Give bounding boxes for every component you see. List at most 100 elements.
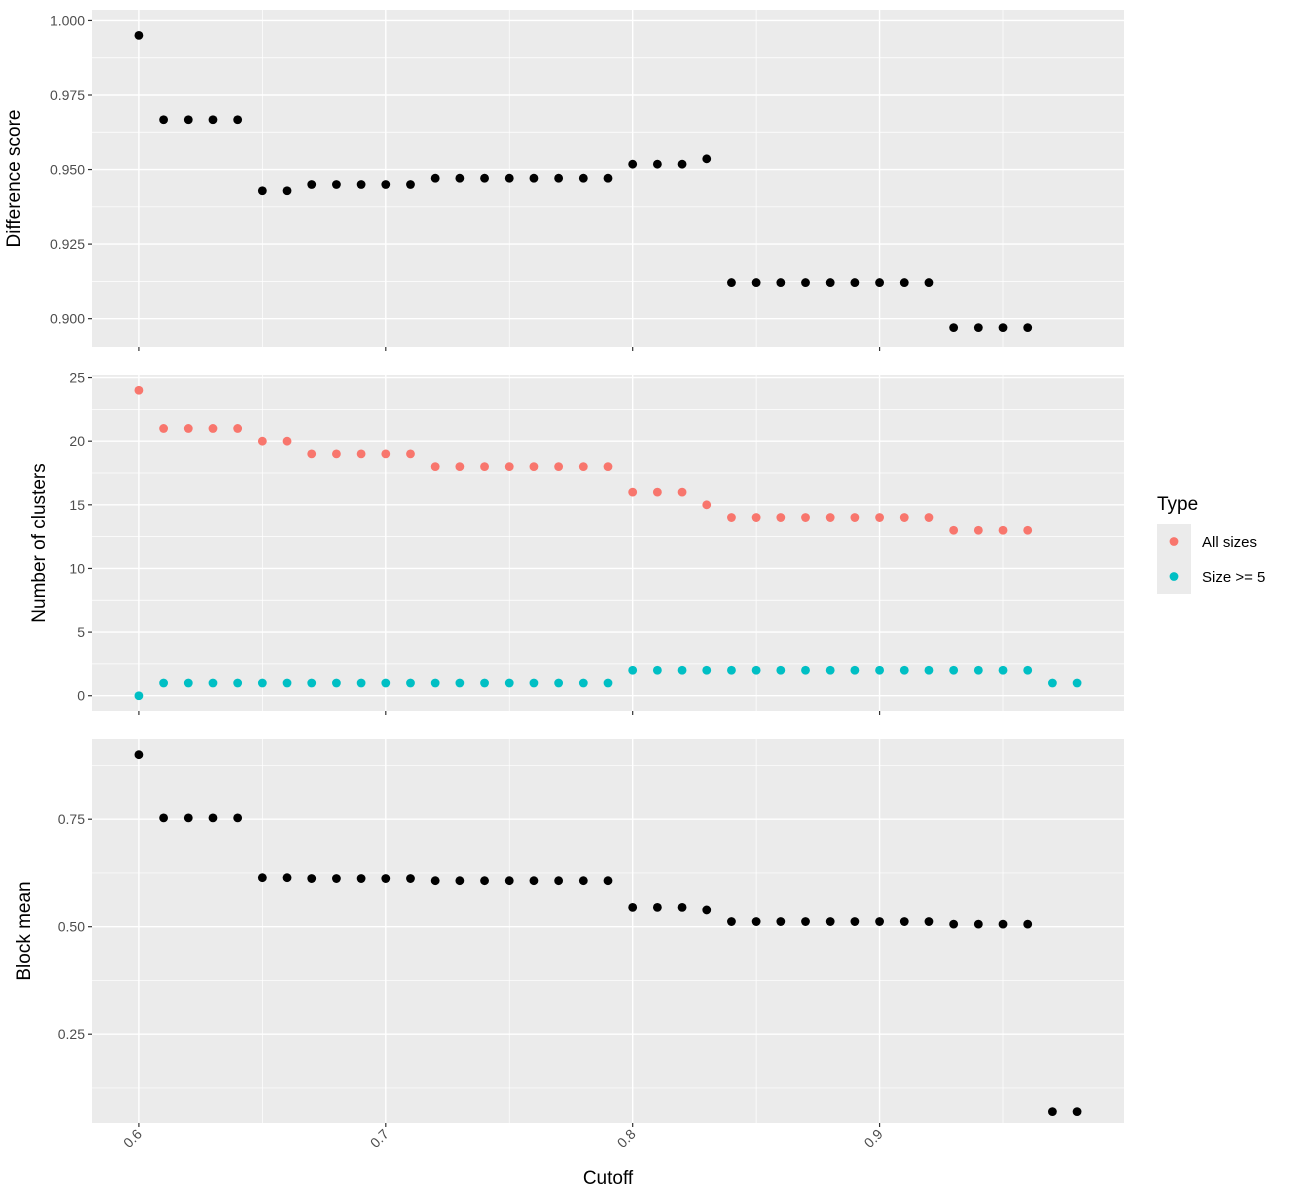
data-point	[307, 449, 317, 459]
data-point	[554, 876, 564, 886]
data-point	[381, 678, 391, 688]
data-point	[159, 115, 168, 125]
data-point	[257, 186, 267, 196]
data-point	[504, 876, 514, 886]
data-point	[949, 525, 959, 535]
data-point	[529, 876, 539, 886]
y-tick-label: 0.25	[58, 1026, 85, 1042]
data-point	[578, 173, 588, 183]
data-point	[134, 750, 144, 760]
data-point	[406, 449, 415, 459]
data-point	[949, 323, 959, 333]
data-point	[628, 665, 638, 675]
data-point	[356, 449, 366, 459]
data-point	[282, 186, 292, 196]
data-point	[825, 665, 835, 675]
data-point	[702, 665, 712, 675]
data-point	[801, 513, 810, 522]
data-point	[233, 813, 243, 823]
y-tick-label: 0	[77, 688, 85, 704]
data-point	[924, 278, 934, 287]
legend-key-point	[1169, 572, 1179, 581]
data-point	[1048, 1107, 1057, 1117]
data-point	[356, 874, 366, 883]
data-point	[430, 173, 440, 183]
data-point	[381, 449, 391, 459]
data-point	[603, 462, 613, 472]
data-point	[406, 874, 415, 883]
data-point	[257, 873, 267, 883]
data-point	[899, 278, 909, 287]
data-point	[455, 173, 465, 183]
data-point	[727, 665, 736, 675]
y-tick-label: 20	[69, 433, 85, 449]
legend-key-point	[1169, 537, 1179, 546]
data-point	[257, 678, 267, 688]
data-point	[702, 905, 712, 915]
data-point	[183, 424, 193, 433]
data-point	[578, 462, 588, 472]
data-point	[504, 678, 514, 688]
data-point	[406, 678, 415, 688]
data-point	[751, 917, 761, 926]
y-axis-title: Difference score	[4, 110, 25, 248]
data-point	[899, 665, 909, 675]
x-axis-title: Cutoff	[583, 1168, 634, 1189]
data-point	[406, 180, 415, 189]
x-tick-label: 0.6	[120, 1126, 145, 1151]
data-point	[183, 678, 193, 688]
data-point	[973, 665, 983, 675]
data-point	[233, 678, 243, 688]
data-point	[677, 487, 687, 497]
data-point	[825, 917, 835, 926]
data-point	[504, 462, 514, 472]
data-point	[825, 278, 835, 287]
data-point	[381, 180, 391, 189]
data-point	[875, 278, 884, 287]
data-point	[825, 513, 835, 522]
data-point	[899, 917, 909, 926]
data-point	[776, 513, 786, 522]
data-point	[751, 278, 761, 287]
x-tick-label: 0.7	[367, 1126, 392, 1151]
data-point	[332, 449, 341, 459]
data-point	[134, 30, 144, 40]
data-point	[554, 678, 564, 688]
data-point	[480, 462, 489, 472]
data-point	[677, 665, 687, 675]
data-point	[850, 917, 860, 926]
data-point	[628, 159, 638, 169]
data-point	[1072, 678, 1082, 688]
data-point	[1023, 919, 1033, 929]
data-point	[850, 665, 860, 675]
data-point	[233, 424, 243, 433]
data-point	[727, 278, 736, 287]
data-point	[751, 513, 761, 522]
data-point	[850, 278, 860, 287]
data-point	[332, 180, 341, 189]
y-tick-label: 5	[77, 624, 85, 640]
data-point	[480, 876, 489, 886]
data-point	[998, 525, 1008, 535]
data-point	[578, 678, 588, 688]
data-point	[381, 874, 391, 883]
data-point	[998, 665, 1008, 675]
data-point	[751, 665, 761, 675]
y-tick-label: 0.925	[50, 236, 85, 252]
data-point	[850, 513, 860, 522]
y-tick-label: 0.50	[58, 919, 85, 935]
x-tick-label: 0.9	[861, 1126, 886, 1151]
data-point	[652, 665, 662, 675]
data-point	[801, 278, 810, 287]
x-axis: 0.6 0.7 0.8 0.9	[120, 1126, 886, 1151]
panel-2: 0 5 10 15 20 25 Number of clusters	[29, 370, 1124, 715]
data-point	[875, 917, 884, 926]
data-point	[554, 462, 564, 472]
legend-title: Type	[1157, 494, 1198, 515]
data-point	[332, 874, 341, 883]
data-point	[332, 678, 341, 688]
data-point	[257, 436, 267, 446]
data-point	[529, 462, 539, 472]
data-point	[307, 874, 317, 883]
data-point	[208, 424, 218, 433]
